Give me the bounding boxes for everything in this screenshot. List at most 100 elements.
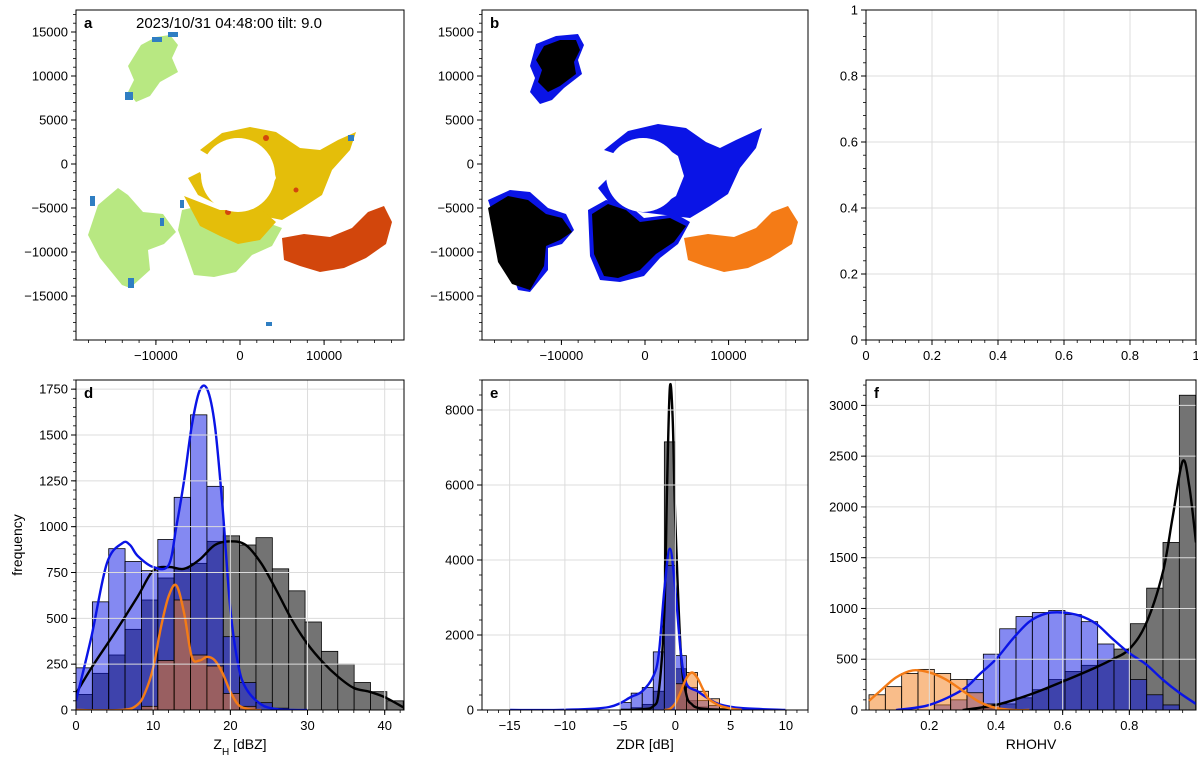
histogram-bar-orange: [901, 673, 919, 710]
x-tick-label: 10000: [306, 348, 342, 363]
histogram-bar-orange: [884, 686, 903, 710]
x-tick-label: 0: [862, 348, 869, 363]
y-tick-label: 2500: [829, 449, 858, 464]
histogram-bar-blue: [1162, 704, 1180, 710]
x-tick-label: 5: [727, 718, 734, 733]
panel-label-a: a: [84, 15, 93, 32]
histogram-bar-orange: [190, 654, 208, 710]
x-tick-label: 10000: [711, 348, 747, 363]
title-a: 2023/10/31 04:48:00 tilt: 9.0: [136, 15, 322, 32]
y-tick-label: −15000: [430, 289, 474, 304]
x-tick-label: 0.2: [923, 348, 941, 363]
histogram-bar-blue: [1146, 694, 1164, 710]
y-tick-label: 750: [46, 565, 68, 580]
x-tick-label: 1: [1192, 348, 1198, 363]
x-tick-label: 0.4: [987, 718, 1005, 733]
y-tick-label: 5000: [445, 113, 474, 128]
histogram-bar-blue: [239, 682, 257, 710]
panel-f: [868, 394, 1196, 710]
axes-layer: −10000 0 10000−15000−10000−500005000100001…: [24, 3, 1198, 734]
histogram-bar-blue: [1031, 612, 1050, 710]
class-orange: [684, 206, 798, 272]
y-tick-label: 0: [851, 333, 858, 348]
x-tick-label: 0: [72, 718, 79, 733]
histogram-bar-grey: [255, 537, 273, 710]
y-tick-label: 1000: [829, 601, 858, 616]
y-tick-label: 1750: [39, 382, 68, 397]
x-tick-label: 0: [672, 718, 679, 733]
panel-e-histogram: [509, 383, 786, 710]
y-tick-label: 500: [836, 652, 858, 667]
histogram-bar-orange: [173, 599, 191, 710]
xlabel-d: ZH [dBZ]: [213, 736, 266, 758]
field-speckle-steel-blue: [90, 32, 354, 326]
y-tick-label: 8000: [445, 403, 474, 418]
y-tick-label: 250: [46, 657, 68, 672]
y-tick-label: 500: [46, 611, 68, 626]
axes-frame-e: [481, 379, 809, 711]
histogram-bar-grey: [288, 590, 306, 710]
histogram-bar-blue: [1097, 643, 1115, 710]
ylabel-d: frequency: [9, 514, 25, 575]
kde-curve-blue: [509, 547, 786, 710]
x-tick-label: 40: [377, 718, 391, 733]
x-tick-label: 20: [223, 718, 237, 733]
panel-a: [88, 32, 392, 326]
panel-a-field-map: [88, 32, 392, 326]
y-tick-label: 0: [467, 703, 474, 718]
y-tick-label: 1250: [39, 473, 68, 488]
x-tick-label: 0: [236, 348, 243, 363]
x-tick-label: 0.2: [920, 718, 938, 733]
y-tick-label: 6000: [445, 478, 474, 493]
y-tick-label: 0.6: [840, 135, 858, 150]
x-tick-label: −10000: [134, 348, 178, 363]
histogram-bar-grey: [1146, 587, 1164, 710]
y-tick-label: 1500: [829, 550, 858, 565]
histogram-bar-blue: [141, 570, 159, 710]
field-cloud-gold: [184, 127, 356, 244]
histogram-bar-grey: [353, 682, 371, 710]
y-tick-label: 1: [851, 3, 858, 18]
y-tick-label: 1000: [39, 519, 68, 534]
histogram-bar-orange: [868, 694, 886, 710]
y-tick-label: 15000: [438, 25, 474, 40]
y-tick-label: 5000: [39, 113, 68, 128]
y-tick-label: 0.8: [840, 69, 858, 84]
kde-curve-grey: [76, 540, 404, 709]
panel-b-class-map: [488, 34, 798, 292]
y-tick-label: −10000: [430, 245, 474, 260]
histogram-bar-grey: [1178, 394, 1196, 710]
histogram-bar-grey: [321, 650, 339, 710]
panel-label-f: f: [874, 385, 880, 402]
y-tick-label: 0.4: [840, 201, 858, 216]
y-tick-label: 15000: [32, 25, 68, 40]
axes-frame-f: [865, 379, 1197, 711]
x-tick-label: 30: [300, 718, 314, 733]
class-black: [488, 40, 686, 290]
x-tick-label: 10: [779, 718, 793, 733]
y-tick-label: 0: [61, 703, 68, 718]
panel-d-histogram: [76, 384, 404, 710]
class-blind-zone: [606, 138, 680, 212]
y-tick-label: 10000: [32, 69, 68, 84]
axes-frame-c: [865, 9, 1197, 341]
y-tick-label: 3000: [829, 398, 858, 413]
y-tick-label: 0: [61, 157, 68, 172]
x-tick-label: 10: [146, 718, 160, 733]
histogram-bar-blue: [124, 561, 142, 710]
xlabel-f: RHOHV: [1006, 736, 1057, 752]
y-tick-label: −15000: [24, 289, 68, 304]
panel-d: [76, 384, 404, 710]
histogram-bar-orange: [206, 665, 224, 710]
y-tick-label: 0: [467, 157, 474, 172]
y-tick-label: 0: [851, 703, 858, 718]
histogram-bar-blue: [999, 628, 1017, 710]
y-tick-label: −5000: [31, 201, 68, 216]
x-tick-label: −10000: [540, 348, 584, 363]
x-tick-label: −10: [554, 718, 576, 733]
histogram-bar-blue: [1080, 621, 1099, 710]
kde-curve-orange: [76, 583, 262, 710]
panel-b: [488, 34, 798, 292]
panel-label-e: e: [490, 385, 498, 402]
